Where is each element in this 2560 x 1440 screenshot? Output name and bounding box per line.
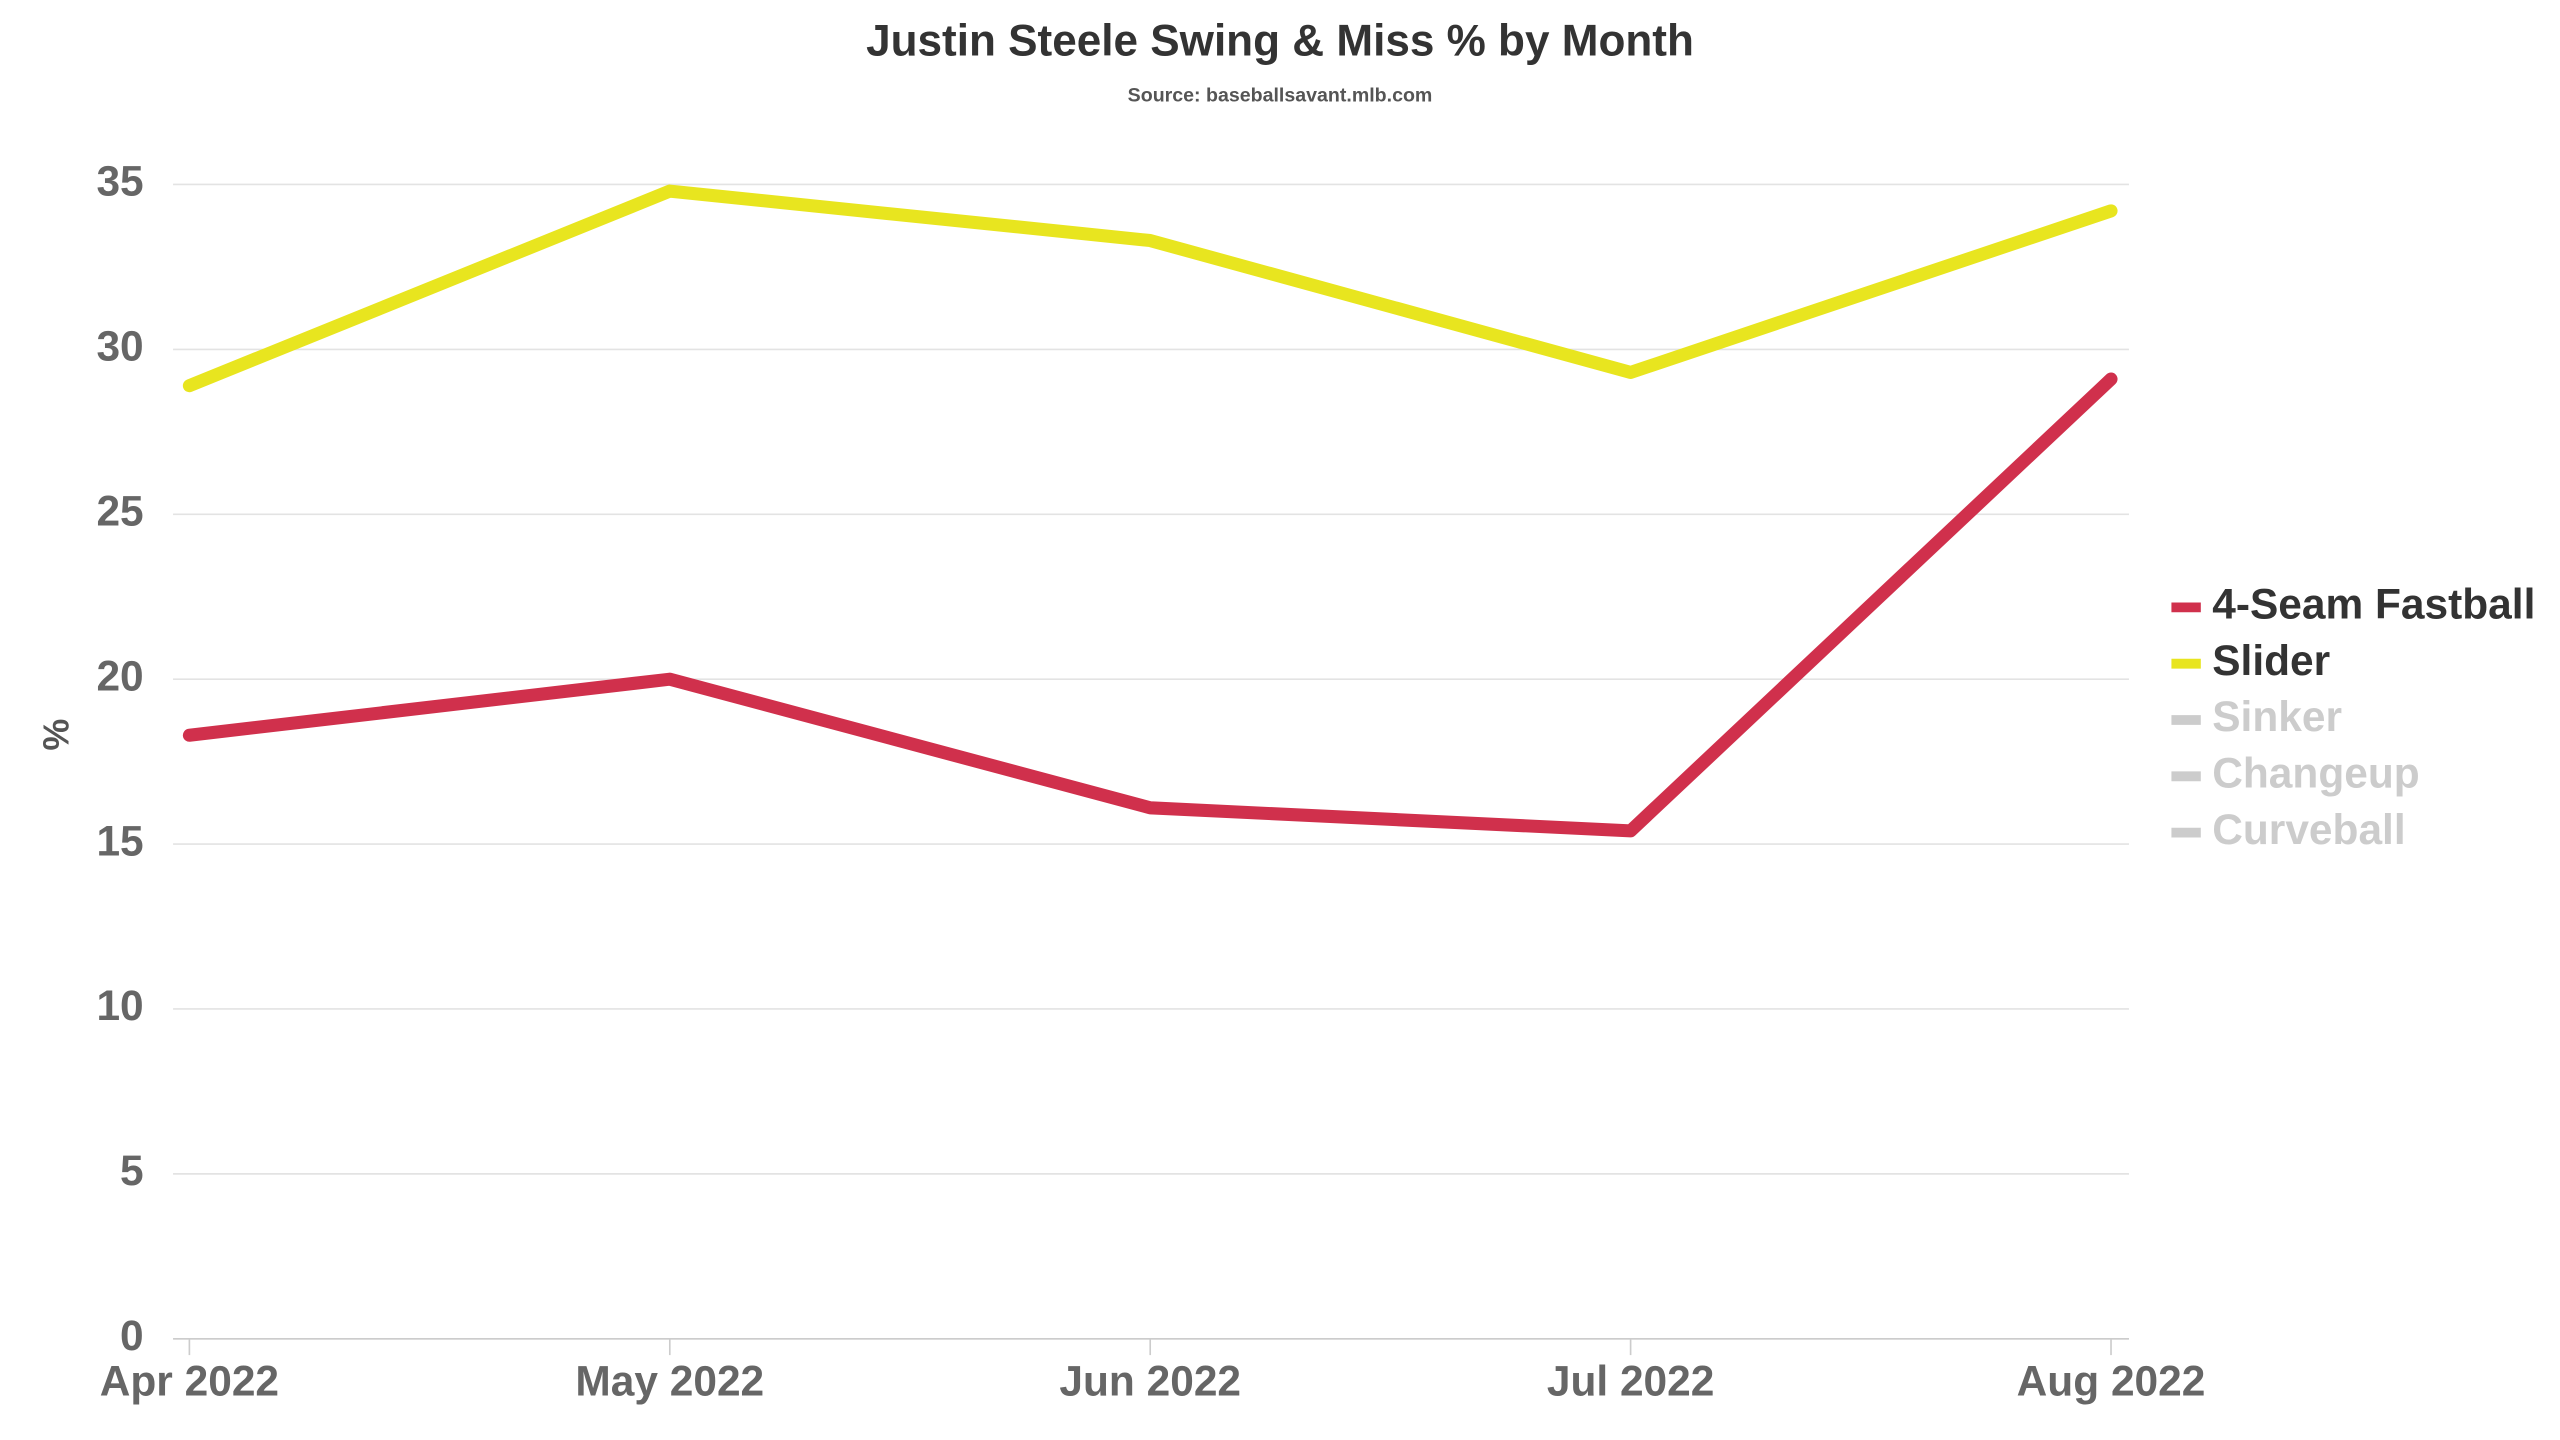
legend-label: Slider bbox=[2212, 637, 2330, 684]
y-tick-label: 30 bbox=[96, 323, 143, 370]
legend-label: Curveball bbox=[2212, 806, 2405, 853]
y-tick-label: 15 bbox=[96, 817, 143, 864]
legend-label: 4-Seam Fastball bbox=[2212, 581, 2535, 628]
y-tick-label: 25 bbox=[96, 488, 143, 535]
series-line bbox=[182, 184, 2118, 393]
chart-title: Justin Steele Swing & Miss % by Month bbox=[866, 17, 1694, 66]
y-tick-label: 20 bbox=[96, 652, 143, 699]
y-tick-label: 5 bbox=[120, 1147, 144, 1194]
legend-label: Sinker bbox=[2212, 693, 2342, 740]
chart-subtitle: Source: baseballsavant.mlb.com bbox=[1128, 84, 1433, 106]
x-tick-label: May 2022 bbox=[575, 1358, 764, 1405]
series-line bbox=[182, 372, 2118, 838]
y-tick-label: 35 bbox=[96, 158, 143, 205]
x-tick-label: Jun 2022 bbox=[1059, 1358, 1241, 1405]
x-tick-label: Jul 2022 bbox=[1547, 1358, 1715, 1405]
x-tick-label: Apr 2022 bbox=[100, 1358, 279, 1405]
y-tick-label: 0 bbox=[120, 1312, 144, 1359]
x-tick-label: Aug 2022 bbox=[2017, 1358, 2206, 1405]
legend-label: Changeup bbox=[2212, 750, 2419, 797]
y-tick-label: 10 bbox=[96, 982, 143, 1029]
y-axis-label: % bbox=[35, 719, 76, 751]
